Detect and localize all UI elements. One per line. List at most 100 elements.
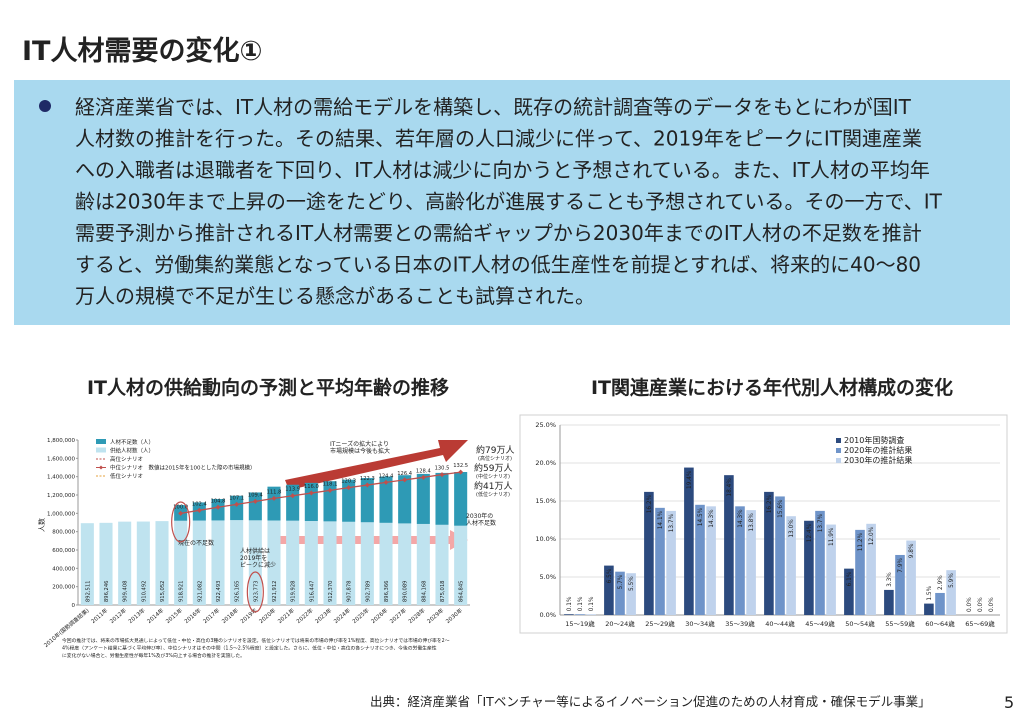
slide-title: IT人材需要の変化①	[22, 35, 262, 67]
annotation: 約59万人	[474, 462, 512, 474]
bar-segment	[342, 479, 356, 522]
annotation: (低位シナリオ)	[476, 491, 510, 498]
line-value-label: 118.1	[323, 481, 338, 487]
bar-value-label: 15.6%	[778, 499, 784, 518]
footnote: に変化がない場合と、労働生産性が毎年1%及び3%向上する場合の推計を実施した。	[62, 652, 245, 659]
bar-segment	[80, 523, 94, 605]
paragraph-line: 齢は2030年まで上昇の一途をたどり、高齢化が進展することも予想されている。その…	[75, 190, 943, 214]
bar-value-label: 19.4%	[687, 470, 693, 489]
line-value-label: 111.8	[267, 489, 282, 495]
bar-segment	[416, 523, 430, 605]
bullet	[39, 100, 51, 112]
line-value-label: 120.3	[341, 479, 356, 485]
bar-value-label: 13.8%	[749, 513, 755, 532]
annotation: ピークに減少	[240, 561, 276, 569]
bar-value-label: 0.1%	[567, 596, 573, 611]
line-marker	[346, 485, 352, 491]
x-tick-label: 2011年	[89, 606, 109, 625]
bar	[815, 510, 825, 615]
bar-value-label: 0.1%	[578, 596, 584, 611]
bar-value-label: 7.9%	[898, 557, 904, 572]
bar-value-label: 1.5%	[927, 585, 933, 600]
bar-segment	[230, 495, 244, 521]
summary-box	[14, 80, 1010, 325]
chart-title: IT関連産業における年代別人材構成の変化	[591, 376, 953, 399]
bar-value-label: 14.1%	[658, 510, 664, 529]
legend-label: 2010年国勢調査	[844, 435, 904, 445]
bar-value-label: 0.0%	[967, 597, 973, 612]
bar-value-label: 5.9%	[949, 573, 955, 588]
x-tick-label: 30～34歳	[685, 619, 715, 628]
bar-value-label: 12.4%	[807, 523, 813, 542]
line-value-label: 104.8	[211, 498, 226, 504]
bar-segment	[342, 521, 356, 605]
summary-paragraph: 経済産業省では、IT人材の需給モデルを構築し、既存の統計調査等のデータをもとにわ…	[75, 95, 943, 308]
bar-segment	[398, 523, 412, 605]
bar	[775, 496, 785, 615]
legend-label: 供給人材数（人）	[110, 447, 154, 455]
bar	[644, 491, 654, 615]
x-tick-label: 2021年	[276, 606, 296, 625]
legend-swatch	[836, 458, 841, 463]
bar-segment	[379, 522, 393, 605]
bar-segment	[118, 521, 132, 605]
line-marker	[271, 495, 277, 501]
line-value-label: 132.5	[453, 463, 468, 469]
x-tick-label: 2013年	[127, 606, 147, 625]
y-tick-label: 0	[72, 603, 76, 609]
bar-value-label: 918,921	[179, 581, 185, 602]
annotation: 市場規模は今後も拡大	[330, 447, 390, 455]
x-tick-label: 25～29歳	[645, 619, 675, 628]
bar-value-label: 2.9%	[938, 575, 944, 590]
legend-label: 2020年の推計結果	[844, 445, 912, 455]
bar	[895, 554, 905, 615]
bar-value-label: 16.2%	[647, 494, 653, 513]
x-tick-label: 45～49歳	[805, 619, 835, 628]
bar-value-label: 3.3%	[887, 572, 893, 587]
y-tick-label: 5.0%	[539, 573, 556, 581]
annotation: 人材供給は	[240, 547, 270, 555]
bar	[735, 506, 745, 615]
line-marker	[439, 472, 445, 478]
line-value-label: 130.5	[435, 466, 450, 472]
bar	[764, 491, 774, 615]
x-tick-label: 2024年	[332, 606, 352, 625]
bar-segment	[398, 475, 412, 524]
line-marker	[290, 493, 296, 499]
bar-value-label: 921,912	[272, 581, 278, 602]
line-value-label: 102.4	[192, 501, 208, 507]
bar	[855, 529, 865, 615]
bar-value-label: 11.2%	[858, 532, 864, 551]
line-marker	[364, 482, 370, 488]
bar-value-label: 5.7%	[618, 574, 624, 589]
bar-value-label: 6.5%	[607, 568, 613, 583]
line-marker	[308, 490, 314, 496]
bar	[884, 589, 894, 615]
bar-value-label: 875,018	[440, 581, 446, 602]
bar	[626, 573, 636, 615]
bar-value-label: 864,845	[459, 581, 465, 602]
bar	[866, 523, 876, 615]
bar-value-label: 922,493	[216, 581, 222, 602]
paragraph-line: 需要予測から推計されるIT人材需要との需給ギャップから2030年までのIT人材の…	[75, 221, 922, 245]
line-value-label: 122.3	[360, 476, 375, 482]
x-tick-label: 15～19歳	[565, 619, 595, 628]
bar-value-label: 13.7%	[818, 513, 824, 532]
bar	[826, 524, 836, 615]
x-tick-label: 2019年	[239, 606, 259, 625]
bar-value-label: 12.0%	[869, 526, 875, 545]
x-tick-label: 2029年	[425, 606, 445, 625]
bar-value-label: 0.0%	[978, 597, 984, 612]
bar-value-label: 892,511	[85, 581, 91, 602]
footnote: 4%程度（アンケート結果に基づく平均伸び率）、中位シナリオはその中間（1.5～2…	[62, 645, 437, 652]
bar	[684, 467, 694, 615]
highlight-circle	[246, 571, 264, 613]
y-tick-label: 800,000	[52, 530, 75, 536]
line-marker	[420, 474, 426, 480]
y-tick-label: 400,000	[52, 566, 75, 572]
line-marker	[234, 501, 240, 507]
bar-value-label: 16.2%	[767, 494, 773, 513]
y-tick-label: 1,000,000	[47, 511, 75, 517]
bar	[575, 614, 585, 615]
